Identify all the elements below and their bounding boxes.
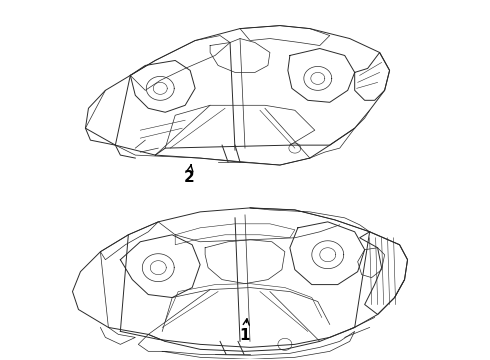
Text: 2: 2 <box>183 165 194 185</box>
Text: 1: 1 <box>240 319 250 343</box>
